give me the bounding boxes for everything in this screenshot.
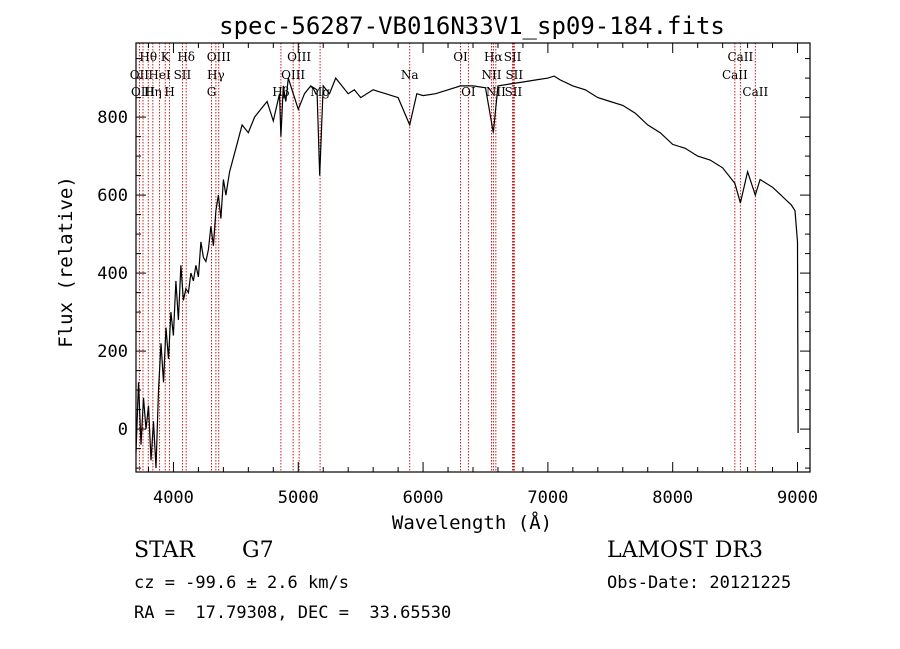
y-axis-ticks: 0 200 400 600 800	[97, 58, 810, 469]
spectral-line-label: Hα	[484, 50, 503, 64]
x-tick-label: 6000	[403, 488, 444, 508]
spectral-line-label: OIII	[207, 50, 231, 64]
spectral-line-label: K	[161, 50, 171, 64]
observation-date: Obs-Date: 20121225	[607, 573, 792, 593]
redshift-velocity: cz = -99.6 ± 2.6 km/s	[134, 573, 349, 593]
spectral-line-label: Hη	[144, 85, 162, 99]
spectral-line-label: OI	[453, 50, 468, 64]
spectral-line-label: NII	[486, 85, 506, 99]
spectral-line-label: OIII	[131, 85, 155, 99]
x-axis-ticks: 4000 5000 6000 7000 8000 9000	[147, 43, 818, 508]
spectral-line-markers	[138, 43, 756, 472]
y-tick-label: 400	[97, 264, 128, 284]
x-tick-label: 8000	[652, 488, 693, 508]
spectral-line-label: Hγ	[207, 68, 225, 82]
spectral-line-label: OIII	[281, 68, 305, 82]
spectral-line-label: SII	[505, 85, 523, 99]
spectral-line-label: HeI	[148, 68, 171, 82]
spectral-line-label: G	[207, 85, 217, 99]
spectral-line-label: CaII	[727, 50, 753, 64]
flux-series-line	[135, 75, 799, 469]
survey-name: LAMOST DR3	[607, 538, 763, 563]
y-axis-label: Flux (relative)	[55, 176, 77, 348]
chart-title: spec-56287-VB016N33V1_sp09-184.fits	[219, 12, 725, 40]
spectral-line-label: SII	[504, 50, 522, 64]
x-tick-label: 5000	[278, 488, 319, 508]
spectral-line-label: H	[164, 85, 174, 99]
spectral-line-label: NII	[481, 68, 501, 82]
spectral-line-label: CaII	[722, 68, 748, 82]
spectral-line-label: OI	[461, 85, 476, 99]
object-subclass: G7	[242, 538, 274, 563]
spectral-line-label: OIII	[287, 50, 311, 64]
spectral-line-label: Na	[401, 68, 419, 82]
y-tick-label: 200	[97, 342, 128, 362]
x-tick-label: 7000	[527, 488, 568, 508]
x-tick-label: 9000	[777, 488, 818, 508]
x-axis-label: Wavelength (Å)	[392, 511, 552, 534]
spectral-line-label: OII	[130, 68, 150, 82]
spectral-line-label: Hθ	[139, 50, 157, 64]
y-tick-label: 800	[97, 108, 128, 128]
spectral-line-label: SII	[174, 68, 192, 82]
y-tick-label: 600	[97, 186, 128, 206]
spectral-line-label: CaII	[742, 85, 768, 99]
x-tick-label: 4000	[153, 488, 194, 508]
spectral-line-label: Hδ	[177, 50, 195, 64]
plot-frame	[135, 42, 811, 473]
object-class: STAR	[134, 538, 195, 563]
coordinates: RA = 17.79308, DEC = 33.65530	[134, 603, 452, 623]
spectral-line-label: SII	[505, 68, 523, 82]
y-tick-label: 0	[118, 420, 128, 440]
